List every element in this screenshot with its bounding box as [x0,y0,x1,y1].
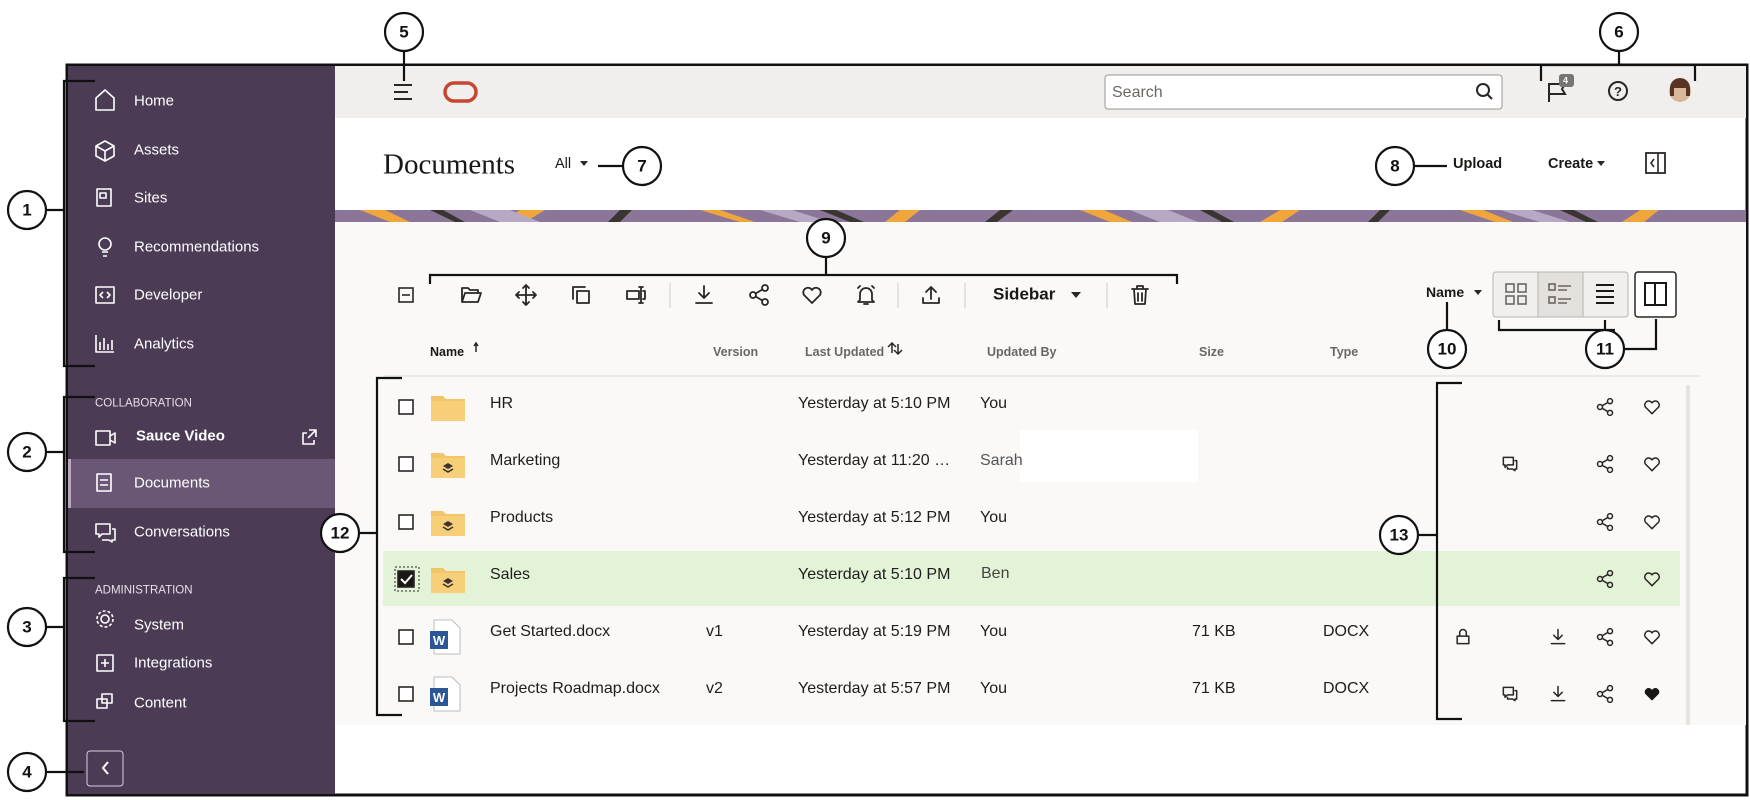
nav-item[interactable]: Developer [134,286,203,304]
column-header[interactable]: Version [713,344,759,359]
sidebar-menu[interactable]: Sidebar [993,284,1056,304]
filter-menu[interactable]: All [555,155,572,172]
size: 71 KB [1192,623,1236,640]
item-name[interactable]: Projects Roadmap.docx [490,680,660,697]
column-header[interactable]: Type [1330,344,1359,359]
nav-item[interactable]: Conversations [134,523,230,541]
filter-caret [580,161,588,166]
last-updated: Yesterday at 5:12 PM [798,509,951,526]
oracle-logo [443,81,478,103]
docx-icon [429,619,461,655]
column-header[interactable]: Name [430,344,465,359]
nav-selected [68,459,335,508]
select-all[interactable] [398,287,414,303]
updated-by: Ben [981,565,1010,582]
nav-item[interactable]: Documents [134,474,210,492]
sidebar-toggle-glyph [1650,153,1659,173]
help-glyph: ? [1614,84,1622,99]
nav-item[interactable]: Assets [134,141,180,159]
nav-item[interactable]: Content [134,694,187,712]
search-icon-handle [1486,93,1493,100]
nav-item[interactable]: Home [134,92,175,110]
upload-link[interactable]: Upload [1453,155,1503,172]
scrollbar [1686,385,1690,725]
create-caret [1597,161,1605,166]
updated-by: You [980,509,1007,526]
updated-by: You [980,680,1007,697]
type: DOCX [1323,623,1370,640]
last-updated: Yesterday at 5:10 PM [798,566,951,583]
help-icon[interactable] [1608,81,1628,101]
collapse-chevron [101,761,109,775]
column-header[interactable]: Last Updated [805,344,885,359]
redaction [1020,430,1198,482]
banner [335,210,1746,222]
date-sort-arrows [887,341,903,356]
nav-item[interactable]: Sites [134,189,168,207]
nav-heading: ADMINISTRATION [95,584,193,597]
folder-icon [431,396,465,421]
sort-menu[interactable]: Name [1426,284,1465,300]
updated-by: You [980,395,1007,412]
search-placeholder: Search [1112,84,1163,101]
item-name[interactable]: Marketing [490,452,561,469]
search-icon [1476,83,1490,97]
nav-item[interactable]: Sauce Video [136,427,225,445]
nav-item[interactable]: Recommendations [134,238,260,256]
row-checkboxes[interactable] [397,399,415,702]
hamburger[interactable] [394,84,412,100]
last-updated: Yesterday at 11:20 … [798,452,951,469]
toolbar-separators [669,283,1108,308]
nav-item[interactable]: Analytics [134,335,195,353]
version: v2 [706,680,723,697]
last-updated: Yesterday at 5:19 PM [798,623,951,640]
updated-by: You [980,623,1007,640]
search-box[interactable] [1104,74,1503,110]
item-name[interactable]: Get Started.docx [490,623,611,640]
updated-by: Sarah [980,452,1023,469]
nav-item[interactable]: Integrations [134,654,213,672]
type: DOCX [1323,680,1370,697]
selected-row [383,551,1680,606]
sidebar [68,66,335,794]
column-header[interactable]: Size [1199,344,1225,359]
size: 71 KB [1192,680,1236,697]
item-name[interactable]: Sales [490,566,531,583]
view-switcher-middle [1537,271,1584,318]
create-menu[interactable]: Create [1548,155,1594,172]
version: v1 [706,623,723,640]
checkmark [400,574,413,585]
view-icons [1505,283,1614,305]
collapse-button[interactable] [86,750,124,787]
item-name[interactable]: HR [490,395,514,412]
top-bar [335,66,1746,118]
docx-icon [429,676,461,712]
nav-heading: COLLABORATION [95,397,192,410]
shared-folder-icon [430,567,466,594]
nav-icons [95,89,317,709]
sidebar-caret [1071,292,1081,298]
shared-folder-icon [430,510,466,537]
item-name[interactable]: Products [490,509,554,526]
nav-selected-bar [68,459,71,508]
last-updated: Yesterday at 5:57 PM [798,680,951,697]
nav-item[interactable]: System [134,616,185,634]
notification-count: 4 [1563,75,1569,86]
last-updated: Yesterday at 5:10 PM [798,395,951,412]
page-title: Documents [383,148,516,181]
column-header[interactable]: Updated By [987,344,1057,359]
shared-folder-icon [430,452,466,479]
avatar-hair [1670,78,1690,96]
sort-caret [1474,290,1482,295]
name-sort-arrow [473,341,479,352]
sidebar-toggle[interactable] [1645,152,1666,174]
